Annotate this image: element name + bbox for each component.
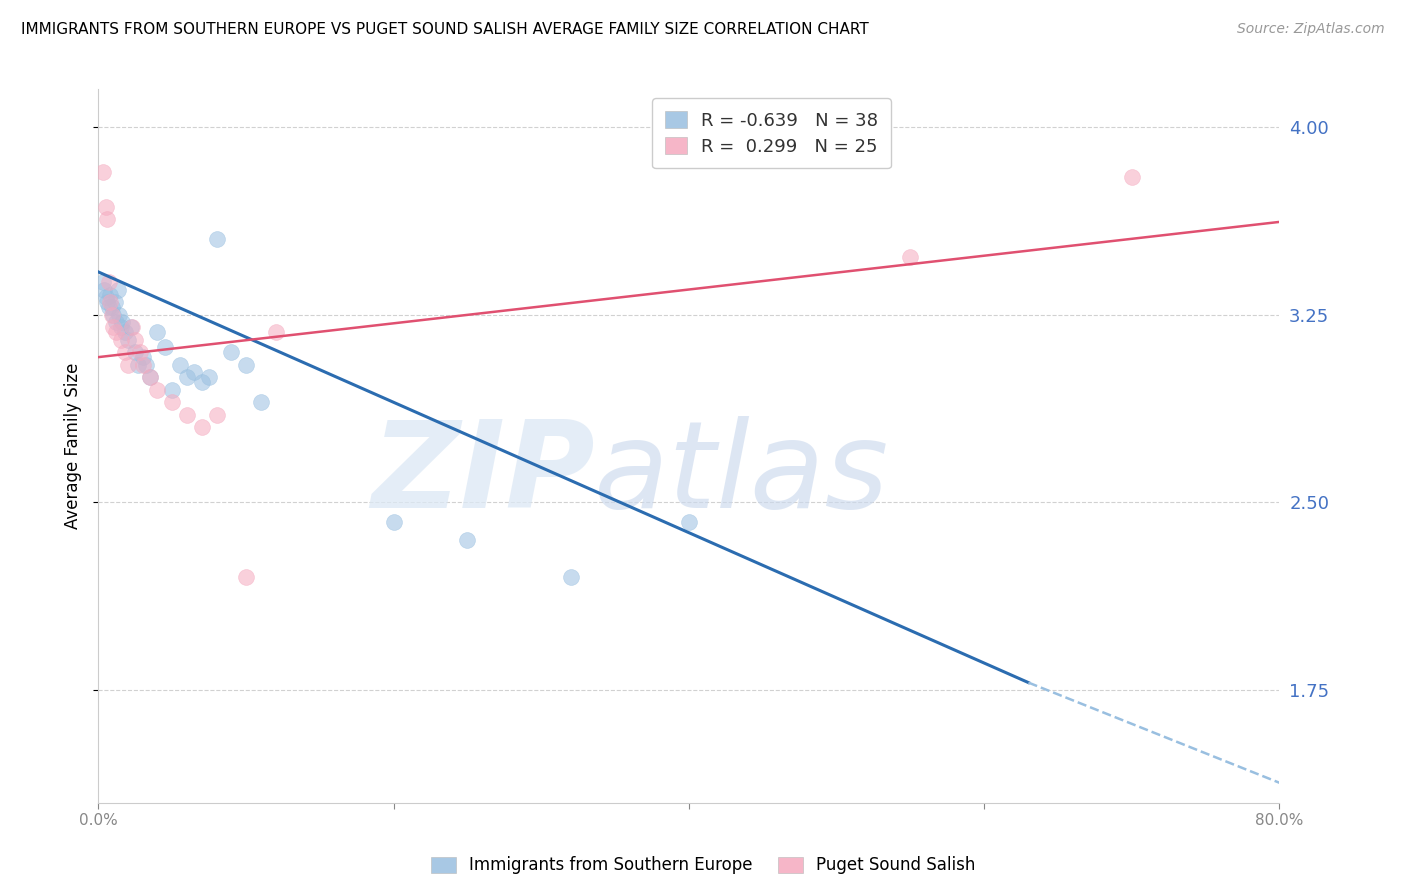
- Point: [105, 325, 128, 339]
- Point: [250, 395, 273, 409]
- Point: [162, 383, 183, 397]
- Point: [132, 350, 155, 364]
- Point: [117, 333, 139, 347]
- Point: [91, 165, 114, 179]
- Point: [162, 395, 183, 409]
- Point: [198, 370, 221, 384]
- Legend: R = -0.639   N = 38, R =  0.299   N = 25: R = -0.639 N = 38, R = 0.299 N = 25: [652, 98, 891, 169]
- Point: [98, 287, 121, 301]
- Point: [121, 320, 143, 334]
- Point: [1121, 169, 1143, 184]
- Legend: Immigrants from Southern Europe, Puget Sound Salish: Immigrants from Southern Europe, Puget S…: [426, 851, 980, 880]
- Point: [110, 320, 132, 334]
- Point: [120, 320, 142, 334]
- Point: [205, 408, 228, 422]
- Point: [94, 290, 117, 304]
- Point: [191, 375, 214, 389]
- Text: IMMIGRANTS FROM SOUTHERN EUROPE VS PUGET SOUND SALISH AVERAGE FAMILY SIZE CORREL: IMMIGRANTS FROM SOUTHERN EUROPE VS PUGET…: [21, 22, 869, 37]
- Point: [127, 358, 149, 372]
- Point: [98, 295, 121, 310]
- Point: [176, 370, 198, 384]
- Point: [111, 315, 134, 329]
- Point: [114, 345, 136, 359]
- Point: [97, 275, 120, 289]
- Point: [560, 570, 582, 584]
- Point: [100, 300, 122, 314]
- Point: [456, 533, 478, 547]
- Point: [128, 345, 150, 359]
- Point: [132, 358, 155, 372]
- Point: [91, 275, 114, 289]
- Point: [100, 308, 122, 322]
- Point: [135, 358, 157, 372]
- Point: [124, 345, 146, 359]
- Point: [235, 358, 257, 372]
- Point: [104, 295, 127, 310]
- Point: [105, 315, 128, 329]
- Point: [93, 283, 115, 297]
- Text: atlas: atlas: [595, 416, 890, 533]
- Text: ZIP: ZIP: [371, 416, 595, 533]
- Point: [96, 295, 118, 310]
- Point: [110, 333, 132, 347]
- Y-axis label: Average Family Size: Average Family Size: [63, 363, 82, 529]
- Point: [235, 570, 257, 584]
- Point: [900, 250, 922, 264]
- Point: [146, 383, 169, 397]
- Point: [114, 325, 136, 339]
- Point: [191, 420, 214, 434]
- Point: [205, 232, 228, 246]
- Point: [221, 345, 243, 359]
- Point: [103, 320, 125, 334]
- Point: [103, 308, 125, 322]
- Point: [117, 358, 139, 372]
- Point: [96, 212, 118, 227]
- Point: [678, 516, 700, 530]
- Point: [264, 325, 287, 339]
- Point: [153, 340, 176, 354]
- Point: [107, 283, 129, 297]
- Text: Source: ZipAtlas.com: Source: ZipAtlas.com: [1237, 22, 1385, 37]
- Point: [124, 333, 146, 347]
- Point: [108, 308, 131, 322]
- Point: [97, 300, 120, 314]
- Point: [139, 370, 162, 384]
- Point: [169, 358, 191, 372]
- Point: [139, 370, 162, 384]
- Point: [183, 365, 205, 379]
- Point: [146, 325, 169, 339]
- Point: [176, 408, 198, 422]
- Point: [382, 516, 405, 530]
- Point: [94, 200, 117, 214]
